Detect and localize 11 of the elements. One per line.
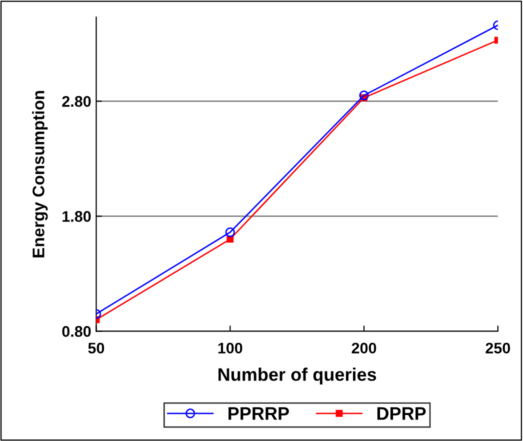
y-tick-label: 2.80 (62, 96, 91, 107)
legend-label: PPRRP (228, 407, 289, 420)
x-tick-label: 50 (88, 342, 104, 354)
x-axis-title: Number of queries (218, 368, 376, 384)
x-tick-label: 100 (218, 342, 242, 354)
y-axis-title: Energy Consumption (32, 90, 48, 258)
x-tick-label: 250 (486, 342, 510, 354)
legend-label: DPRP (377, 407, 426, 420)
x-tick-label: 200 (352, 342, 376, 354)
y-tick-label: 0.80 (62, 326, 91, 337)
y-tick-label: 1.80 (62, 211, 91, 222)
